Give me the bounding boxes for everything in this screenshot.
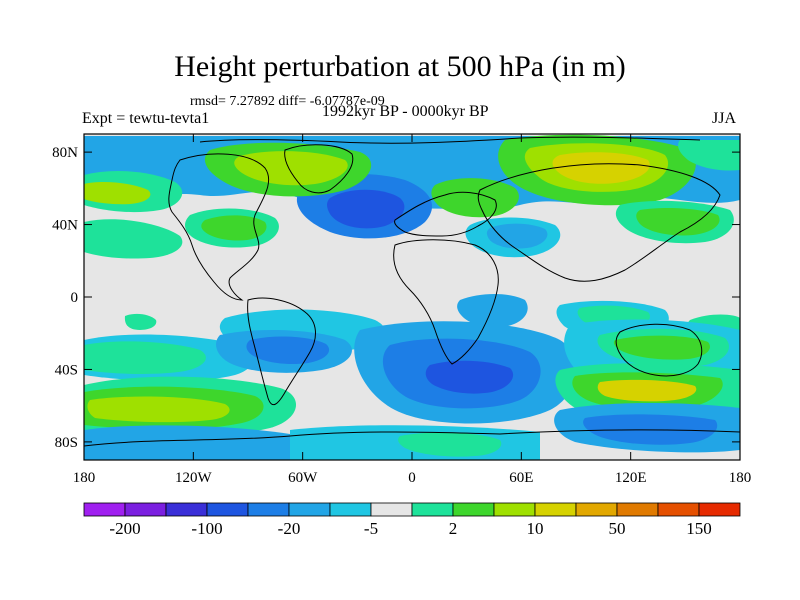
band-midlat-teal bbox=[84, 219, 183, 259]
band-atlantic-core bbox=[327, 189, 405, 229]
colorbar-label: -200 bbox=[109, 519, 140, 538]
x-tick-label: 0 bbox=[408, 470, 416, 486]
band-australia-green bbox=[613, 335, 710, 360]
colorbar-swatch bbox=[534, 502, 577, 517]
colorbar-swatch bbox=[616, 502, 659, 517]
band-namerica-core bbox=[201, 215, 267, 241]
colorbar-swatch bbox=[124, 502, 167, 517]
colorbar-swatch bbox=[698, 502, 741, 517]
colorbar-swatch bbox=[288, 502, 331, 517]
europe-coast bbox=[394, 191, 497, 237]
colorbar-swatch bbox=[83, 502, 126, 517]
band-southatlantic-core bbox=[425, 360, 514, 394]
colorbar-swatch bbox=[657, 502, 700, 517]
colorbar-swatch bbox=[452, 502, 495, 517]
south-america-coast bbox=[247, 297, 316, 406]
africa-coast bbox=[393, 239, 499, 365]
colorbar-label: 150 bbox=[686, 519, 712, 538]
band-mideast-blue bbox=[486, 223, 548, 249]
colorbar-label: 10 bbox=[527, 519, 544, 538]
y-axis: 80N 40N 0 40S 80S bbox=[52, 145, 740, 451]
y-tick-label: 0 bbox=[71, 290, 79, 306]
experiment-label: Expt = tewtu-tevta1 bbox=[82, 110, 210, 127]
band-tropic-teal-a bbox=[124, 313, 157, 330]
x-tick-label: 60E bbox=[509, 470, 533, 486]
contour-field bbox=[84, 134, 740, 460]
colorbar-swatch bbox=[165, 502, 208, 517]
colorbar-label: 50 bbox=[609, 519, 626, 538]
colorbar-swatch bbox=[329, 502, 372, 517]
antarctica-coast bbox=[83, 429, 741, 447]
colorbar-label: -5 bbox=[364, 519, 378, 538]
x-tick-label: 120W bbox=[175, 470, 213, 486]
colorbar-swatch bbox=[493, 502, 536, 517]
colorbar-label: -20 bbox=[278, 519, 301, 538]
coastlines bbox=[83, 136, 741, 447]
period-label: 1992kyr BP - 0000kyr BP bbox=[322, 103, 489, 120]
band-antarctic-teal-mid bbox=[398, 432, 502, 457]
band-europe-high bbox=[431, 178, 519, 218]
asia-coast bbox=[477, 163, 721, 282]
band-eastasia-core bbox=[636, 207, 720, 236]
x-tick-label: 180 bbox=[73, 470, 96, 486]
greenland-coast bbox=[284, 144, 354, 194]
australia-coast bbox=[615, 323, 703, 377]
x-tick-label: 60W bbox=[288, 470, 318, 486]
band-arctic-east-teal bbox=[678, 140, 740, 171]
band-antarctic-blue-west bbox=[84, 425, 290, 460]
band-southamerica-core bbox=[246, 336, 330, 365]
band-asia-core bbox=[552, 152, 650, 184]
colorbar-swatch bbox=[411, 502, 454, 517]
stats-label: rmsd= 7.27892 diff= -6.07787e-09 bbox=[190, 94, 385, 109]
colorbar-swatch bbox=[206, 502, 249, 517]
colorbar-label: -100 bbox=[191, 519, 222, 538]
y-tick-label: 80N bbox=[52, 145, 78, 161]
band-south-yellow-east bbox=[597, 379, 697, 402]
band-greenland-core bbox=[234, 151, 348, 186]
y-tick-label: 80S bbox=[55, 435, 78, 451]
north-america-coast bbox=[168, 153, 270, 301]
colorbar-swatch bbox=[370, 502, 413, 517]
arctic-coast bbox=[199, 136, 701, 144]
x-tick-label: 120E bbox=[615, 470, 647, 486]
y-tick-label: 40N bbox=[52, 218, 78, 234]
colorbar-swatch bbox=[247, 502, 290, 517]
band-south-yg-west bbox=[87, 396, 230, 423]
colorbar: -200 -100 -20 -5 2 10 50 150 bbox=[83, 502, 741, 538]
band-westpac-core bbox=[84, 182, 151, 205]
band-southern-teal bbox=[84, 341, 206, 374]
colorbar-swatch bbox=[575, 502, 618, 517]
season-label: JJA bbox=[712, 110, 737, 127]
contour-bands bbox=[84, 134, 740, 460]
y-tick-label: 40S bbox=[55, 362, 78, 378]
colorbar-label: 2 bbox=[449, 519, 458, 538]
x-axis: 180 120W 60W 0 60E 120E 180 bbox=[73, 134, 752, 486]
plot-title: Height perturbation at 500 hPa (in m) bbox=[174, 50, 626, 83]
x-tick-label: 180 bbox=[729, 470, 752, 486]
band-africa-blue bbox=[457, 294, 528, 328]
